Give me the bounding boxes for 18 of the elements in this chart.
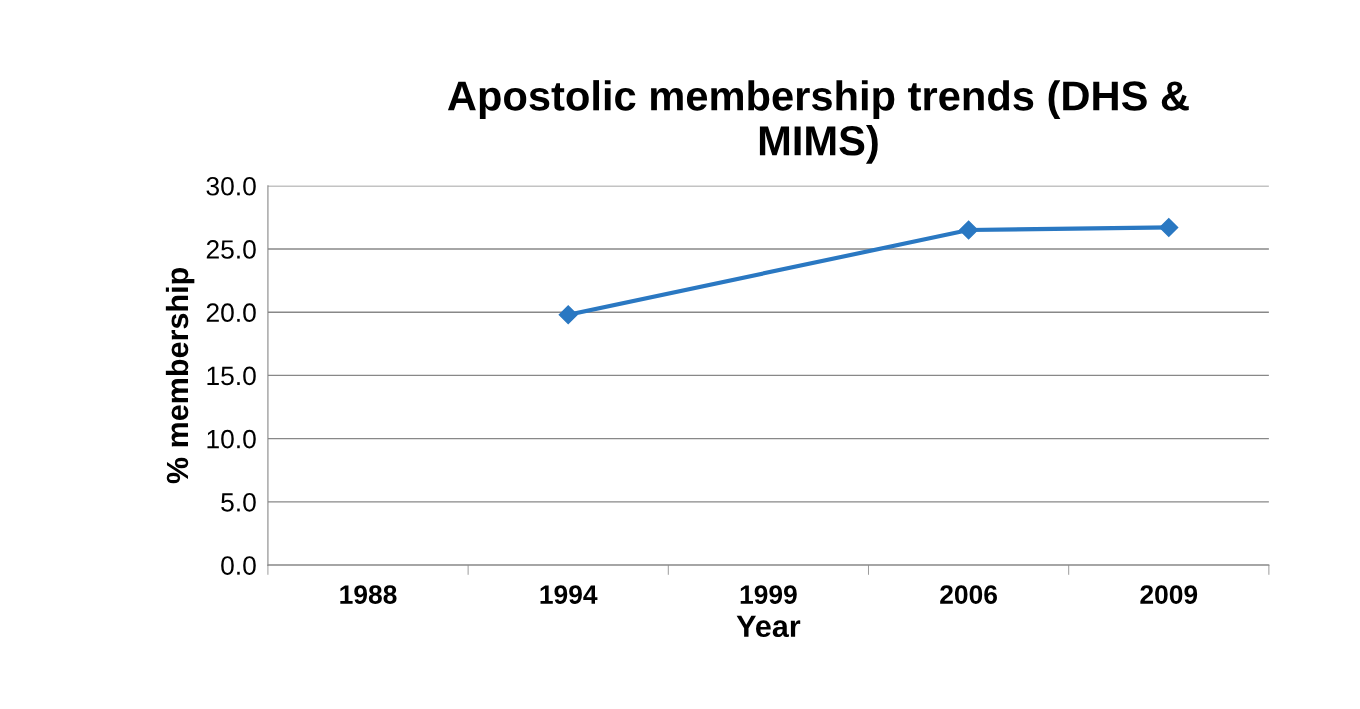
y-tick-label: 25.0 [206, 240, 256, 259]
x-tick-label: 1988 [340, 585, 397, 604]
y-tick-label: 15.0 [207, 366, 256, 386]
x-tick-label: 1994 [540, 585, 598, 604]
x-tick-label: 2009 [1140, 585, 1198, 604]
y-tick-label: 30.0 [206, 176, 256, 196]
x-axis-title: Year [736, 615, 801, 638]
y-axis-title: % membership [165, 267, 195, 484]
x-tick-label: 2006 [940, 585, 997, 604]
chart-title: Apostolic membership trends (DHS & MIMS) [447, 80, 1189, 164]
y-tick-label: 5.0 [221, 492, 256, 512]
x-tick-label: 1999 [740, 585, 797, 604]
point [959, 220, 979, 240]
y-tick-label: 10.0 [207, 429, 256, 449]
point [1159, 217, 1179, 238]
point [558, 305, 578, 325]
y-tick-label: 20.0 [206, 303, 256, 323]
y-tick-label: 0.0 [221, 556, 256, 575]
